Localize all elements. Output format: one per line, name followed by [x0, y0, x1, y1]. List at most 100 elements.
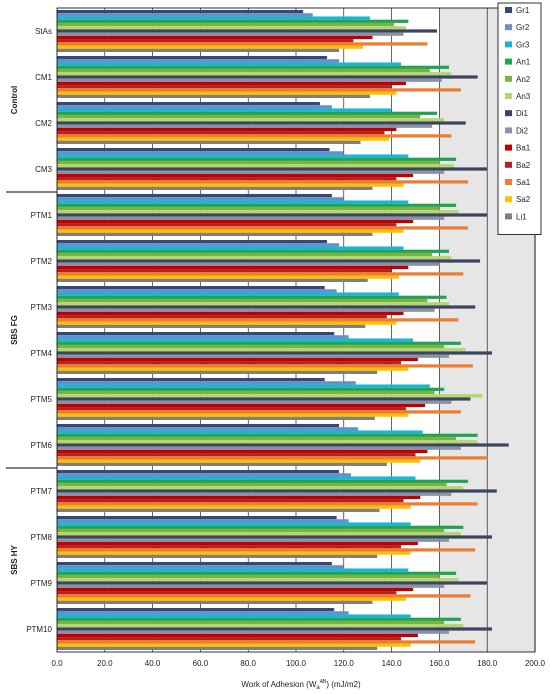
- bar-ptm1-gr2: [57, 197, 344, 201]
- x-tick-label: 140.0: [382, 659, 403, 668]
- bar-ptm6-ba2: [57, 453, 416, 457]
- bar-ptm8-gr3: [57, 522, 411, 526]
- legend-swatch: [505, 7, 512, 13]
- bar-ptm3-di1: [57, 305, 476, 309]
- bar-cm1-an3: [57, 72, 452, 76]
- group-labels: Control SBS FG SBS HY: [6, 86, 57, 575]
- bar-ptm4-di1: [57, 351, 492, 355]
- bar-ptm7-sa1: [57, 502, 478, 506]
- bar-ptm3-di2: [57, 308, 435, 312]
- category-label: CM3: [35, 165, 52, 174]
- category-labels: StAs CM1 CM2 CM3 PTM1 PTM2 PTM3 PTM4 PTM5 PTM6 PTM…: [26, 27, 52, 634]
- bar-cm2-di1: [57, 121, 466, 125]
- bar-ptm2-sa2: [57, 275, 399, 279]
- bar-ptm5-sa2: [57, 413, 409, 417]
- bar-ptm5-an2: [57, 390, 435, 395]
- bar-ptm10-gr3: [57, 614, 411, 618]
- bar-cm3-ba1: [57, 173, 414, 178]
- bar-ptm1-ba1: [57, 219, 414, 224]
- bar-ptm1-di2: [57, 216, 445, 220]
- x-tick-label: 20.0: [97, 659, 113, 668]
- bar-stas-an3: [57, 26, 406, 30]
- bar-ptm8-gr2: [57, 519, 349, 523]
- legend-swatch: [505, 144, 512, 151]
- category-label: PTM5: [31, 395, 53, 404]
- category-label: CM1: [35, 73, 52, 82]
- legend-swatch: [505, 213, 512, 220]
- group-label: SBS FG: [10, 315, 19, 345]
- bar-stas-gr2: [57, 13, 313, 17]
- bar-ptm6-an1: [57, 433, 478, 437]
- bar-ptm3-an1: [57, 295, 447, 299]
- bar-ptm8-ba2: [57, 545, 402, 549]
- bar-ptm2-an3: [57, 256, 452, 260]
- bar-cm3-an2: [57, 160, 440, 165]
- bar-ptm9-an1: [57, 571, 457, 575]
- bar-ptm4-sa1: [57, 364, 473, 368]
- category-label: PTM9: [31, 579, 53, 588]
- legend-label: An2: [516, 75, 531, 84]
- bar-ptm9-gr1: [57, 562, 332, 566]
- bar-ptm4-di2: [57, 354, 449, 358]
- bar-ptm4-sa2: [57, 367, 409, 371]
- bar-cm1-gr3: [57, 62, 402, 66]
- bar-ptm10-an1: [57, 617, 461, 621]
- bar-ptm1-gr3: [57, 200, 409, 204]
- category-label: PTM4: [31, 349, 53, 358]
- bar-ptm9-ba1: [57, 587, 414, 592]
- bar-ptm3-gr2: [57, 289, 337, 293]
- bar-ptm7-an1: [57, 479, 469, 483]
- bar-ptm6-ba1: [57, 449, 428, 454]
- bar-cm2-gr2: [57, 105, 332, 109]
- bar-cm2-ba2: [57, 131, 385, 135]
- bar-ptm6-gr1: [57, 424, 340, 428]
- bar-ptm1-an1: [57, 203, 457, 207]
- bar-ptm9-an2: [57, 574, 440, 579]
- bar-ptm5-sa1: [57, 410, 461, 414]
- bar-ptm5-di1: [57, 397, 471, 401]
- bar-ptm7-sa2: [57, 505, 411, 509]
- bar-ptm2-ba1: [57, 265, 409, 270]
- bar-ptm7-gr2: [57, 473, 351, 477]
- category-label: PTM10: [26, 625, 52, 634]
- group-label: Control: [10, 86, 19, 114]
- bar-ptm1-an3: [57, 210, 459, 214]
- bar-ptm3-li1: [57, 324, 366, 328]
- bar-stas-li1: [57, 48, 340, 52]
- bar-ptm9-li1: [57, 600, 373, 604]
- bar-ptm3-ba2: [57, 315, 387, 319]
- bar-ptm4-an1: [57, 341, 461, 345]
- bar-cm2-an1: [57, 111, 438, 115]
- bar-ptm8-sa1: [57, 548, 476, 552]
- bar-cm3-gr3: [57, 154, 409, 158]
- bar-ptm10-di2: [57, 630, 449, 634]
- x-axis-label: Work of Adhesion (WaAB) (mJ/m2): [241, 679, 361, 691]
- bar-ptm10-sa1: [57, 640, 476, 644]
- category-label: PTM8: [31, 533, 53, 542]
- bar-ptm4-gr1: [57, 332, 335, 336]
- bar-ptm2-ba2: [57, 269, 392, 273]
- bar-cm1-sa2: [57, 91, 397, 95]
- bar-ptm10-ba2: [57, 637, 402, 641]
- bar-stas-ba1: [57, 35, 373, 40]
- legend-label: Li1: [516, 212, 527, 221]
- bar-ptm9-sa2: [57, 597, 406, 601]
- x-tick-label: 80.0: [240, 659, 256, 668]
- bar-ptm1-an2: [57, 206, 440, 211]
- group-label: SBS HY: [10, 544, 19, 574]
- bar-ptm1-sa1: [57, 226, 469, 230]
- bar-cm2-ba1: [57, 127, 397, 132]
- bar-ptm4-an2: [57, 344, 445, 349]
- category-label: PTM1: [31, 211, 53, 220]
- bar-cm3-sa1: [57, 180, 469, 184]
- bar-cm2-gr3: [57, 108, 392, 112]
- bar-ptm10-gr2: [57, 611, 349, 615]
- bar-ptm10-sa2: [57, 643, 411, 647]
- bar-ptm8-gr1: [57, 516, 337, 520]
- bar-ptm9-gr2: [57, 565, 344, 569]
- bar-stas-an2: [57, 22, 394, 27]
- bar-ptm6-an3: [57, 440, 478, 444]
- x-tick-label: 200.0: [525, 659, 546, 668]
- bar-ptm6-gr2: [57, 427, 359, 431]
